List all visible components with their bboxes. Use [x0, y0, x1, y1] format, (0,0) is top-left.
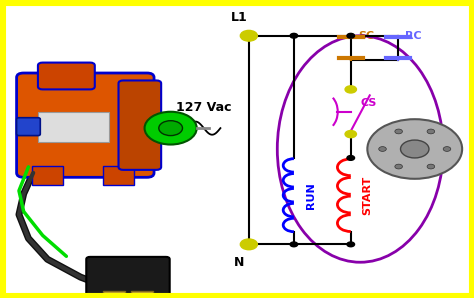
- FancyBboxPatch shape: [103, 166, 134, 185]
- Circle shape: [290, 33, 298, 38]
- Text: 127 Vac: 127 Vac: [176, 101, 232, 114]
- Circle shape: [345, 131, 356, 138]
- Text: RUN: RUN: [306, 182, 316, 209]
- Circle shape: [347, 242, 355, 247]
- Circle shape: [347, 33, 355, 38]
- FancyBboxPatch shape: [32, 166, 63, 185]
- Circle shape: [347, 156, 355, 160]
- Circle shape: [379, 147, 386, 151]
- FancyBboxPatch shape: [131, 291, 153, 298]
- Circle shape: [240, 239, 257, 250]
- Circle shape: [159, 121, 182, 136]
- Circle shape: [395, 164, 402, 169]
- Text: CS: CS: [360, 98, 377, 108]
- Circle shape: [290, 242, 298, 247]
- Circle shape: [367, 119, 462, 179]
- FancyBboxPatch shape: [17, 118, 40, 136]
- Text: SC: SC: [358, 31, 374, 41]
- FancyBboxPatch shape: [38, 112, 109, 142]
- Text: RC: RC: [405, 31, 422, 41]
- Circle shape: [345, 86, 356, 93]
- FancyBboxPatch shape: [86, 257, 170, 297]
- Circle shape: [145, 112, 197, 145]
- FancyBboxPatch shape: [118, 80, 161, 170]
- FancyBboxPatch shape: [103, 291, 125, 298]
- Circle shape: [395, 129, 402, 134]
- Text: N: N: [234, 256, 245, 269]
- Circle shape: [427, 129, 435, 134]
- Circle shape: [427, 164, 435, 169]
- FancyBboxPatch shape: [17, 73, 154, 177]
- Circle shape: [401, 140, 429, 158]
- Text: START: START: [363, 176, 373, 215]
- FancyBboxPatch shape: [38, 63, 95, 89]
- Text: L1: L1: [231, 11, 248, 24]
- Circle shape: [443, 147, 451, 151]
- Circle shape: [240, 30, 257, 41]
